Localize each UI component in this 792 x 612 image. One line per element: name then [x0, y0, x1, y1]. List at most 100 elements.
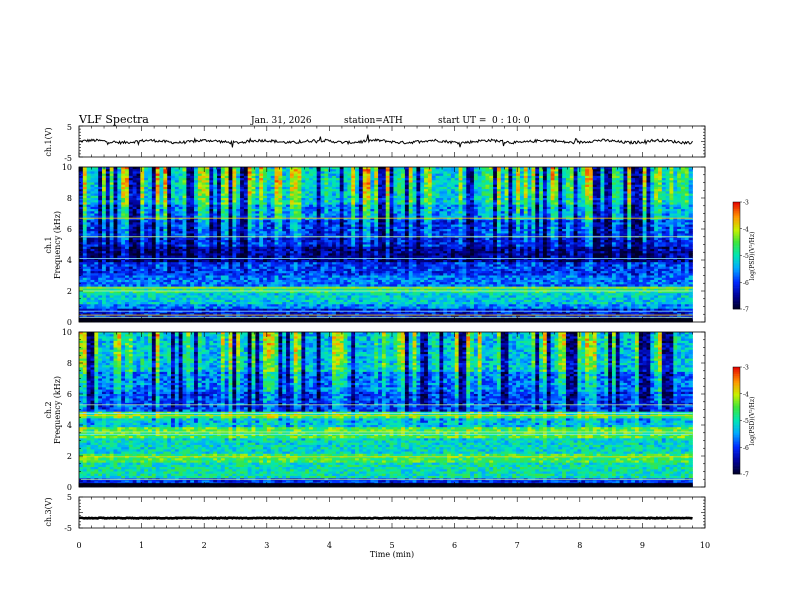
spectrogram-cell [278, 198, 283, 201]
spectrogram-cell [167, 171, 172, 175]
spectrogram-cell [102, 220, 107, 223]
spectrogram-cell [355, 209, 360, 212]
spectrogram-cell [316, 204, 321, 208]
spectrogram-cell [217, 169, 222, 172]
spectrogram-cell [684, 182, 690, 186]
spectrogram-cell [408, 222, 413, 225]
spectrogram-cell [466, 191, 471, 194]
spectrogram-cell [569, 231, 575, 234]
spectrogram-cell [266, 209, 272, 212]
spectrogram-cell [381, 167, 387, 170]
spectrogram-cell [320, 178, 325, 181]
spectrogram-cell [197, 191, 203, 194]
spectrogram-cell [374, 224, 379, 228]
spectrogram-cell [631, 202, 636, 206]
spectrogram-cell [259, 173, 264, 177]
spectrogram-cell [362, 200, 367, 203]
spectrogram-cell [79, 193, 84, 197]
spectrogram-cell [178, 198, 183, 201]
spectrogram-cell [604, 209, 609, 212]
spectrogram-cell [332, 204, 337, 208]
spectrogram-cell [228, 171, 233, 175]
spectrogram-cell [217, 173, 222, 177]
spectrogram-cell [665, 217, 670, 221]
spectrogram-cell [393, 204, 398, 208]
spectrogram-cell [623, 209, 628, 212]
spectrogram-cell [370, 206, 375, 210]
spectrogram-cell [358, 224, 364, 228]
spectrogram-cell [109, 195, 114, 199]
spectrogram-cell [500, 217, 505, 221]
spectrogram-cell [565, 171, 571, 175]
spectrogram-cell [496, 206, 502, 210]
spectrogram-cell [79, 229, 84, 232]
spectrogram-cell [504, 198, 509, 201]
spectrogram-cell [516, 222, 521, 225]
spectrogram-cell [236, 195, 241, 199]
spectrogram-cell [600, 202, 605, 206]
spectrogram-cell [136, 171, 141, 175]
spectrogram-cell [121, 184, 126, 188]
spectrogram-cell [366, 209, 371, 212]
spectrogram-cell [677, 204, 682, 208]
spectrogram-cell [339, 217, 344, 221]
spectrogram-cell [477, 200, 482, 203]
spectrogram-cell [293, 186, 298, 190]
spectrogram-cell [401, 191, 406, 194]
spectrogram-cell [86, 233, 91, 237]
spectrogram-cell [213, 200, 218, 203]
spectrogram-cell [554, 229, 559, 232]
spectrogram-cell [140, 226, 145, 230]
spectrogram-cell [197, 231, 203, 234]
spectrogram-cell [519, 200, 525, 203]
spectrogram-cell [255, 175, 260, 179]
spectrogram-cell [435, 173, 440, 177]
spectrogram-cell [466, 231, 471, 234]
spectrogram-cell [328, 213, 333, 217]
spectrogram-cell [477, 193, 482, 197]
spectrogram-cell [289, 173, 295, 177]
spectrogram-cell [121, 209, 126, 212]
spectrogram-cell [151, 178, 157, 181]
spectrogram-cell [546, 213, 552, 217]
spectrogram-cell [266, 191, 272, 194]
spectrogram-cell [516, 198, 521, 201]
spectrogram-cell [393, 229, 398, 232]
spectrogram-cell [335, 173, 341, 177]
spectrogram-cell [220, 231, 226, 234]
spectrogram-cell [619, 184, 624, 188]
spectrogram-cell [86, 217, 91, 221]
spectrogram-cell [121, 182, 126, 186]
spectrogram-cell [677, 186, 682, 190]
spectrogram-cell [328, 171, 333, 175]
spectrogram-cell [355, 189, 360, 192]
spectrogram-cell [190, 175, 195, 179]
spectrogram-cell [182, 220, 187, 223]
spectrogram-cell [397, 169, 402, 172]
spectrogram-cell [516, 186, 521, 190]
spectrogram-cell [554, 215, 559, 219]
spectrogram-cell [519, 204, 525, 208]
spectrogram-cell [155, 173, 160, 177]
spectrogram-cell [516, 182, 521, 186]
spectrogram-cell [439, 180, 444, 183]
spectrogram-cell [201, 171, 206, 175]
spectrogram-cell [535, 175, 540, 179]
spectrogram-cell [297, 209, 302, 212]
spectrogram-cell [259, 180, 264, 183]
spectrogram-cell [190, 204, 195, 208]
spectrogram-cell [286, 231, 291, 234]
spectrogram-cell [305, 213, 310, 217]
spectrogram-cell [171, 171, 176, 175]
spectrogram-cell [151, 233, 157, 237]
spectrogram-cell [588, 178, 594, 181]
spectrogram-cell [489, 193, 494, 197]
spectrogram-cell [542, 193, 548, 197]
spectrogram-cell [565, 195, 571, 199]
spectrogram-cell [611, 202, 617, 206]
spectrogram-cell [312, 202, 318, 206]
spectrogram-cell [86, 229, 91, 232]
spectrogram-cell [209, 224, 214, 228]
spectrogram-cell [439, 229, 444, 232]
spectrogram-cell [148, 182, 153, 186]
